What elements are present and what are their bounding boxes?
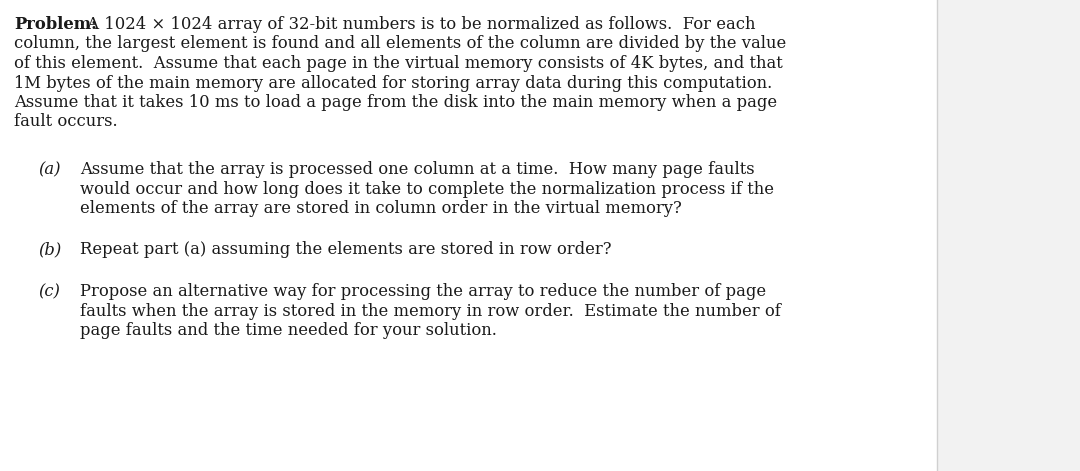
Bar	[0, 0, 937, 471]
Text: page faults and the time needed for your solution.: page faults and the time needed for your…	[80, 322, 497, 339]
Text: (b): (b)	[38, 242, 62, 259]
Bar	[937, 0, 1080, 471]
Text: A 1024 × 1024 array of 32-bit numbers is to be normalized as follows.  For each: A 1024 × 1024 array of 32-bit numbers is…	[82, 16, 756, 33]
Text: (a): (a)	[38, 161, 60, 178]
Text: Assume that it takes 10 ms to load a page from the disk into the main memory whe: Assume that it takes 10 ms to load a pag…	[14, 94, 778, 111]
Text: 1M bytes of the main memory are allocated for storing array data during this com: 1M bytes of the main memory are allocate…	[14, 74, 772, 91]
Text: elements of the array are stored in column order in the virtual memory?: elements of the array are stored in colu…	[80, 200, 681, 217]
Text: Repeat part (a) assuming the elements are stored in row order?: Repeat part (a) assuming the elements ar…	[80, 242, 611, 259]
Text: would occur and how long does it take to complete the normalization process if t: would occur and how long does it take to…	[80, 180, 774, 197]
Text: column, the largest element is found and all elements of the column are divided : column, the largest element is found and…	[14, 35, 786, 52]
Text: (c): (c)	[38, 283, 59, 300]
Text: of this element.  Assume that each page in the virtual memory consists of 4K byt: of this element. Assume that each page i…	[14, 55, 783, 72]
Text: Propose an alternative way for processing the array to reduce the number of page: Propose an alternative way for processin…	[80, 283, 766, 300]
Text: fault occurs.: fault occurs.	[14, 114, 118, 130]
Text: Assume that the array is processed one column at a time.  How many page faults: Assume that the array is processed one c…	[80, 161, 755, 178]
Text: faults when the array is stored in the memory in row order.  Estimate the number: faults when the array is stored in the m…	[80, 302, 781, 319]
Text: Problem:: Problem:	[14, 16, 97, 33]
